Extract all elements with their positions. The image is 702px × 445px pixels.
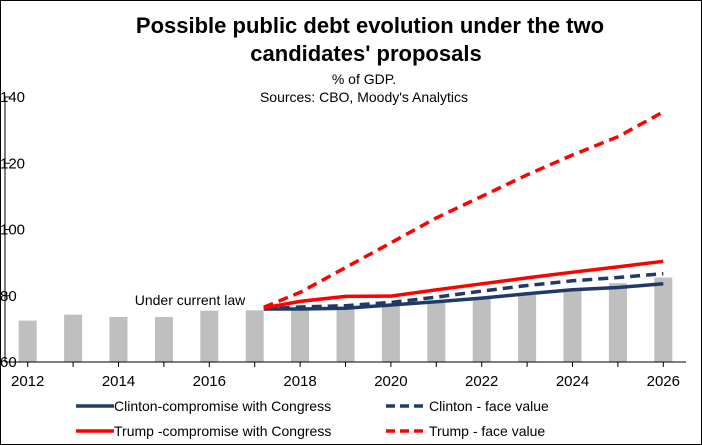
bar-2015 bbox=[154, 316, 173, 362]
axes-layer: 60 80 100 120 140 2012 2014 2016 2018 2020 2022 202… bbox=[0, 89, 686, 390]
x-tick-label-2014: 2014 bbox=[102, 373, 135, 390]
series-line-3 bbox=[263, 259, 664, 310]
legend-label-3: Trump -compromise with Congress bbox=[114, 423, 331, 439]
bar-2026 bbox=[654, 277, 673, 362]
legend: Clinton-compromise with Congress Clinton … bbox=[76, 398, 549, 439]
chart-title-line1: Possible public debt evolution under the… bbox=[136, 13, 604, 38]
bar-2023 bbox=[518, 295, 537, 362]
bar-2018 bbox=[291, 309, 310, 362]
x-tick-label-2026: 2026 bbox=[647, 373, 680, 390]
x-tick-label-2012: 2012 bbox=[11, 373, 44, 390]
bar-2014 bbox=[109, 316, 128, 362]
y-tick-label-120: 120 bbox=[0, 155, 25, 172]
x-tick-label-2018: 2018 bbox=[283, 373, 316, 390]
x-tick-label-2024: 2024 bbox=[556, 373, 589, 390]
bar-2013 bbox=[64, 314, 83, 362]
chart-title-line2: candidates' proposals bbox=[250, 41, 481, 66]
bar-2020 bbox=[381, 306, 400, 362]
legend-label-1: Clinton-compromise with Congress bbox=[114, 398, 331, 414]
legend-label-2: Clinton - face value bbox=[429, 398, 549, 414]
bar-2016 bbox=[200, 310, 219, 362]
chart-subtitle-line2: Sources: CBO, Moody's Analytics bbox=[260, 89, 468, 105]
y-tick-label-140: 140 bbox=[0, 89, 25, 106]
chart-subtitle-line1: % of GDP. bbox=[332, 71, 396, 87]
lines-layer bbox=[263, 110, 665, 311]
y-tick-label-80: 80 bbox=[0, 288, 17, 305]
x-tick-label-2020: 2020 bbox=[374, 373, 407, 390]
bar-2012 bbox=[18, 320, 37, 362]
bar-2022 bbox=[472, 298, 491, 362]
x-tick-label-2022: 2022 bbox=[465, 373, 498, 390]
series-line-2 bbox=[263, 271, 664, 311]
series-line-1 bbox=[263, 282, 664, 311]
bar-2021 bbox=[427, 302, 446, 362]
legend-label-4: Trump - face value bbox=[429, 423, 545, 439]
bars-layer bbox=[18, 277, 673, 362]
x-tick-label-2016: 2016 bbox=[193, 373, 226, 390]
y-tick-label-60: 60 bbox=[0, 354, 17, 371]
bar-2019 bbox=[336, 308, 355, 362]
bar-2024 bbox=[563, 289, 582, 362]
bar-annotation: Under current law bbox=[135, 292, 246, 308]
bar-2017 bbox=[245, 310, 264, 362]
y-tick-label-100: 100 bbox=[0, 222, 25, 239]
bar-2025 bbox=[608, 283, 627, 362]
series-line-4 bbox=[263, 110, 665, 309]
